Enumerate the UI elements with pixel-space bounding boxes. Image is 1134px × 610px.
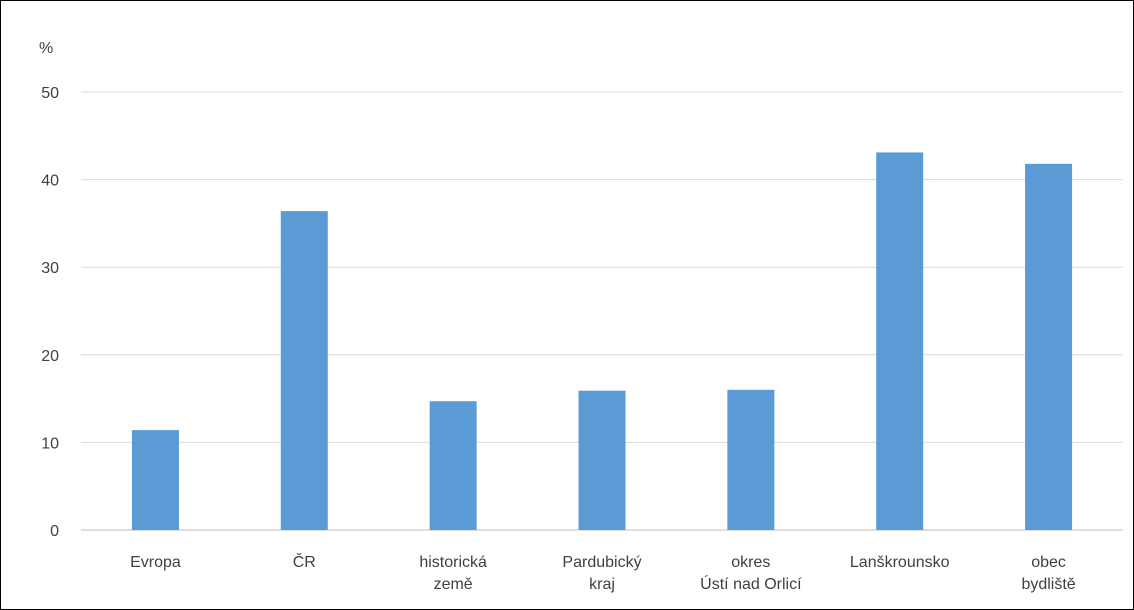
x-category-label-line: země [434, 576, 473, 593]
y-tick-label-0: 0 [50, 523, 59, 540]
y-tick-label-50: 50 [41, 85, 59, 102]
x-category-label-4: okres Ústí nad Orlicí [700, 554, 802, 593]
x-category-label-line: bydliště [1021, 576, 1075, 593]
x-category-label-1: ČR [293, 552, 316, 571]
bar-0 [131, 430, 179, 530]
x-category-label-0: Evropa [130, 554, 181, 571]
bars [131, 152, 1073, 531]
y-tick-label-40: 40 [41, 173, 59, 190]
x-category-label-line: historická [419, 554, 487, 571]
bar-3 [578, 390, 626, 530]
x-axis-labels: Evropa ČR historická země Pardubický kraj okre… [130, 552, 1076, 593]
y-tick-label-10: 10 [41, 435, 59, 452]
x-category-label-2: historická země [419, 554, 487, 593]
y-tick-label-30: 30 [41, 260, 59, 277]
x-category-label-6: obec bydliště [1021, 554, 1075, 593]
bar-5 [876, 152, 924, 530]
x-category-label-line: obec [1031, 554, 1066, 571]
bar-2 [429, 401, 477, 530]
x-category-label-line: Lanškrounsko [850, 554, 950, 571]
x-category-label-line: ČR [293, 552, 316, 571]
x-category-label-line: Ústí nad Orlicí [700, 574, 802, 593]
bar-6 [1025, 163, 1073, 530]
y-axis-ticks: 0 10 20 30 40 50 [41, 85, 59, 540]
x-category-label-5: Lanškrounsko [850, 554, 950, 571]
y-tick-label-20: 20 [41, 348, 59, 365]
x-category-label-line: okres [731, 554, 770, 571]
gridlines [81, 91, 1123, 531]
x-category-label-3: Pardubický kraj [562, 554, 641, 593]
y-axis-unit-label: % [39, 40, 53, 57]
bar-1 [280, 211, 328, 531]
bar-4 [727, 389, 775, 530]
x-category-label-line: kraj [589, 576, 615, 593]
x-category-label-line: Evropa [130, 554, 181, 571]
x-category-label-line: Pardubický [562, 554, 641, 571]
